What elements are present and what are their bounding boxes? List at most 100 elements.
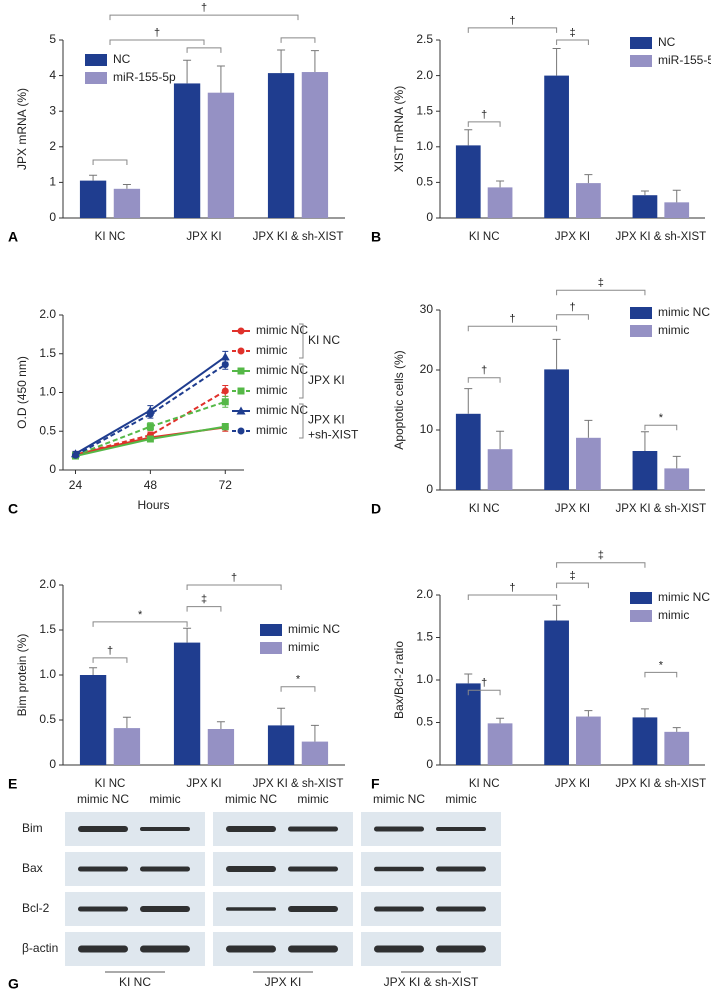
error-bar	[310, 724, 319, 742]
error-bar	[183, 627, 192, 643]
bar	[113, 188, 141, 218]
y-tick-label: 1.5	[416, 103, 433, 117]
legend-swatch	[85, 72, 107, 84]
bar	[632, 717, 658, 765]
x-tick-label: KI NC	[469, 503, 500, 515]
bar	[173, 642, 201, 765]
y-axis-label: Bax/Bcl-2 ratio	[392, 641, 406, 719]
x-tick-label: KI NC	[95, 231, 126, 243]
significance-bracket	[92, 159, 128, 165]
significance-bracket	[556, 289, 646, 296]
y-axis-label: Bim protein (%)	[15, 634, 29, 717]
bar	[576, 437, 601, 490]
bar	[267, 725, 295, 765]
error-bar	[496, 717, 505, 724]
error-bar	[584, 174, 593, 184]
panel-letter: F	[371, 776, 380, 792]
legend-marker	[237, 387, 245, 395]
x-tick-label: JPX KI	[555, 503, 590, 515]
significance-bracket	[467, 121, 501, 127]
legend-label: miR-155-5p	[658, 53, 711, 67]
error-bar	[672, 727, 681, 732]
error-bar	[183, 59, 192, 84]
bar	[455, 413, 481, 490]
significance-bracket	[556, 39, 589, 45]
panel-letter: G	[8, 976, 19, 990]
bar	[576, 716, 601, 765]
bar	[487, 187, 513, 218]
y-tick-label: 0	[49, 462, 56, 476]
significance-bracket	[556, 582, 589, 589]
marker	[146, 423, 154, 431]
y-tick-label: 10	[420, 422, 434, 436]
x-tick-label: 24	[69, 478, 83, 492]
y-tick-label: 20	[420, 362, 434, 376]
y-tick-label: 0.5	[39, 712, 56, 726]
bar	[664, 468, 690, 490]
significance-label: †	[509, 582, 515, 594]
group-label: KI NC	[119, 975, 151, 989]
y-tick-label: 1.0	[39, 385, 56, 399]
y-tick-label: 1.0	[39, 667, 56, 681]
significance-label: †	[481, 677, 487, 689]
blot-band	[436, 827, 486, 831]
bar	[267, 73, 295, 218]
blot-band	[374, 826, 424, 832]
legend-group-label: KI NC	[308, 333, 340, 347]
series-line	[75, 390, 226, 456]
x-tick-label: 48	[144, 478, 158, 492]
marker	[221, 387, 229, 395]
bar	[455, 145, 481, 218]
significance-bracket	[556, 562, 646, 568]
row-label: Bax	[22, 861, 43, 875]
legend-marker	[237, 347, 245, 355]
legend-label: mimic NC	[256, 403, 308, 417]
series-line	[75, 363, 226, 457]
y-axis-label: O.D (450 nm)	[15, 356, 29, 429]
error-bar	[640, 431, 649, 451]
significance-bracket	[109, 14, 299, 21]
marker	[71, 451, 79, 459]
blot-band	[436, 945, 486, 953]
legend-group-bracket	[299, 403, 304, 439]
group-label: JPX KI	[265, 975, 302, 989]
significance-label: ‡	[569, 27, 575, 39]
blot-band	[226, 907, 276, 911]
error-bar	[640, 708, 649, 718]
blot-band	[140, 906, 190, 912]
blot-band	[78, 826, 128, 832]
row-label: Bcl-2	[22, 901, 50, 915]
legend-label: mimic NC	[256, 323, 308, 337]
y-axis-label: XIST mRNA (%)	[392, 86, 406, 172]
bar	[664, 202, 690, 218]
blot-band	[140, 866, 190, 872]
error-bar	[89, 174, 98, 181]
error-bar	[464, 129, 473, 146]
significance-label: ‡	[598, 550, 604, 562]
row-label: β-actin	[22, 941, 58, 955]
blot-band	[374, 906, 424, 912]
significance-bracket	[280, 686, 316, 692]
significance-bracket	[92, 621, 188, 627]
legend-label: mimic NC	[658, 305, 710, 319]
x-tick-label: JPX KI	[186, 231, 221, 243]
x-tick-label: 72	[219, 478, 233, 492]
panel-letter: B	[371, 229, 381, 245]
bar	[455, 683, 481, 765]
legend-swatch	[630, 37, 652, 49]
y-tick-label: 2.5	[416, 32, 433, 46]
significance-label: *	[659, 659, 664, 671]
lane-label: mimic	[149, 792, 180, 806]
legend-label: mimic	[658, 323, 689, 337]
legend-label: mimic NC	[658, 590, 710, 604]
error-bar	[277, 707, 286, 726]
lane-label: mimic NC	[373, 792, 425, 806]
legend-label: mimic	[658, 608, 689, 622]
lane-label: mimic NC	[77, 792, 129, 806]
legend-swatch	[630, 592, 652, 604]
y-tick-label: 3	[49, 103, 56, 117]
blot-band	[78, 866, 128, 872]
significance-bracket	[644, 671, 678, 678]
error-bar	[552, 338, 561, 370]
y-tick-label: 5	[49, 32, 56, 46]
